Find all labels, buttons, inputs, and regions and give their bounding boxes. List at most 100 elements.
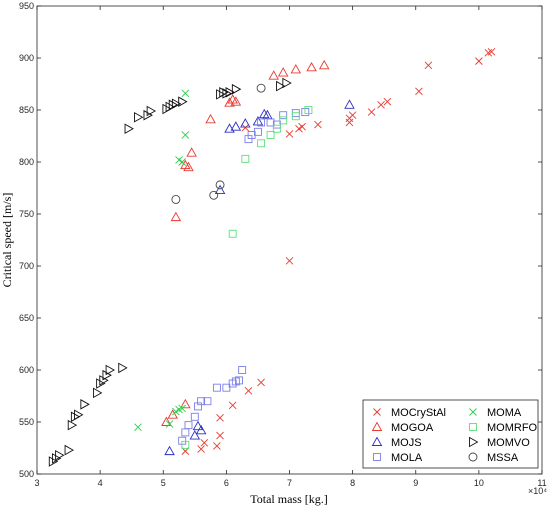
point-mssa (256, 83, 266, 93)
point-momrfo (279, 116, 288, 125)
point-mocrystal (487, 47, 496, 56)
legend-label-mojs: MOJS (391, 437, 422, 449)
point-momvo (178, 96, 188, 107)
point-moma (134, 423, 142, 432)
point-mojs (258, 108, 270, 119)
legend-marker-moma (469, 408, 477, 416)
y-tick-label: 500 (19, 469, 34, 479)
point-mocrystal (285, 130, 294, 138)
point-mojs (230, 121, 242, 131)
point-mocrystal (298, 122, 306, 131)
x-axis-label: Total mass [kg.] (250, 492, 327, 506)
point-mola (257, 118, 266, 127)
point-mocrystal (383, 97, 392, 106)
x-tick-label: 7 (287, 478, 292, 488)
point-momvo (55, 450, 65, 461)
y-tick-label: 600 (19, 365, 34, 375)
point-momvo (143, 109, 153, 121)
y-tick-label: 750 (19, 209, 34, 219)
point-mola (212, 383, 221, 392)
point-momrfo (266, 131, 275, 139)
x-tick-label: 6 (224, 478, 229, 488)
point-mocrystal (257, 378, 265, 387)
x-tick-label: 3 (34, 478, 39, 488)
y-tick-label: 950 (19, 1, 34, 11)
point-mocrystal (213, 442, 221, 450)
point-mocrystal (314, 120, 322, 129)
legend-marker-mola (373, 453, 381, 461)
point-momrfo (181, 440, 190, 449)
series-momvo (48, 77, 292, 467)
legend-label-mocrystal: MOCryStAl (391, 407, 446, 419)
point-mojs (195, 424, 207, 435)
legend-label-momrfo: MOMRFO (487, 422, 538, 434)
point-mola (238, 366, 247, 374)
x-axis-multiplier: ×10⁴ (528, 486, 547, 496)
point-momrfo (304, 106, 313, 114)
series-mogoa (161, 59, 330, 426)
point-mola (266, 118, 275, 127)
point-mola (222, 383, 231, 392)
point-mogoa (180, 398, 191, 409)
point-momvo (168, 99, 179, 111)
point-mojs (214, 184, 226, 195)
legend-label-mssa: MSSA (487, 452, 519, 464)
point-mocrystal (216, 414, 224, 422)
point-mojs (344, 99, 355, 109)
point-momvo (146, 105, 157, 117)
point-momvo (276, 80, 286, 92)
point-mssa (171, 194, 181, 204)
point-momvo (118, 362, 128, 374)
legend-marker-mogoa (371, 421, 383, 431)
point-mojs (192, 420, 204, 431)
point-mogoa (290, 64, 302, 74)
point-momrfo (257, 139, 266, 148)
point-mogoa (224, 97, 235, 107)
x-tick-label: 9 (413, 478, 418, 488)
point-mogoa (161, 416, 172, 426)
point-momvo (134, 112, 144, 123)
point-mocrystal (244, 386, 253, 395)
y-tick-label: 700 (19, 261, 34, 271)
point-mocrystal (241, 123, 250, 132)
legend-marker-momrfo (469, 423, 477, 431)
legend: MOCryStAl MOGOA MOJS MOLA MOMA MOMRFO MOMVO MSS… (362, 399, 539, 469)
point-mola (197, 397, 206, 406)
point-mola (184, 421, 193, 430)
point-mogoa (230, 96, 242, 106)
point-mola (279, 111, 288, 120)
point-mocrystal (285, 256, 294, 265)
point-momvo (80, 399, 90, 410)
point-mocrystal (348, 111, 357, 120)
point-mola (272, 120, 281, 129)
point-mogoa (277, 67, 289, 77)
point-mojs (164, 445, 175, 456)
point-momvo (67, 419, 78, 431)
y-tick-label: 850 (19, 105, 34, 115)
legend-marker-momvo (469, 436, 479, 448)
point-mocrystal (415, 87, 423, 96)
point-mojs (224, 123, 235, 133)
point-mocrystal (228, 401, 237, 410)
point-momvo (105, 364, 116, 376)
point-momvo (74, 409, 84, 420)
legend-label-momvo: MOMVO (487, 437, 530, 449)
point-mogoa (183, 161, 194, 172)
axes: 3 4 5 6 7 8 9 10 11 500 550 600 650 700 750 800 850 900 95… (19, 1, 547, 488)
point-momvo (124, 123, 134, 134)
x-tick-label: 8 (350, 478, 355, 488)
point-mola (253, 127, 262, 136)
point-momvo (171, 98, 182, 110)
point-mocrystal (200, 438, 209, 447)
point-mocrystal (197, 445, 205, 453)
point-momvo (222, 88, 232, 99)
point-mogoa (186, 147, 197, 157)
point-mogoa (306, 61, 317, 72)
point-momvo (51, 453, 62, 464)
legend-label-mola: MOLA (391, 452, 423, 464)
point-mocrystal (475, 57, 483, 65)
point-moma (165, 420, 174, 428)
point-moma (178, 158, 187, 166)
point-mola (235, 376, 243, 385)
